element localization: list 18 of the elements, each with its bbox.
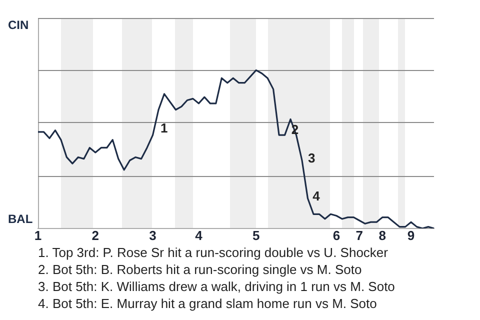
x-tick-label: 9 xyxy=(407,228,415,243)
x-tick-label: 2 xyxy=(92,228,100,243)
text: 2. Bot 5th: B. Roberts hit a run-scoring single vs M. Soto xyxy=(38,261,363,278)
annotation: 3 xyxy=(308,150,316,166)
x-tick-label: 7 xyxy=(356,228,364,243)
text: 1. Top 3rd: P. Rose Sr hit a run-scoring double vs U. Shocker xyxy=(38,244,389,261)
x-tick-label: 4 xyxy=(195,228,204,243)
text: BAL xyxy=(8,212,33,226)
text: 4. Bot 5th: E. Murray hit a grand slam home run vs M. Soto xyxy=(38,295,378,312)
x-tick-label: 5 xyxy=(252,228,260,243)
annotation: 1 xyxy=(160,120,168,136)
text: CIN xyxy=(8,18,29,32)
x-tick-label: 8 xyxy=(378,228,386,243)
x-tick-label: 1 xyxy=(34,228,42,243)
annotation: 4 xyxy=(312,188,321,204)
x-tick-label: 3 xyxy=(149,228,156,243)
text: 3. Bot 5th: K. Williams drew a walk, driving in 1 run vs M. Soto xyxy=(38,278,396,295)
x-tick-label: 6 xyxy=(332,228,340,243)
